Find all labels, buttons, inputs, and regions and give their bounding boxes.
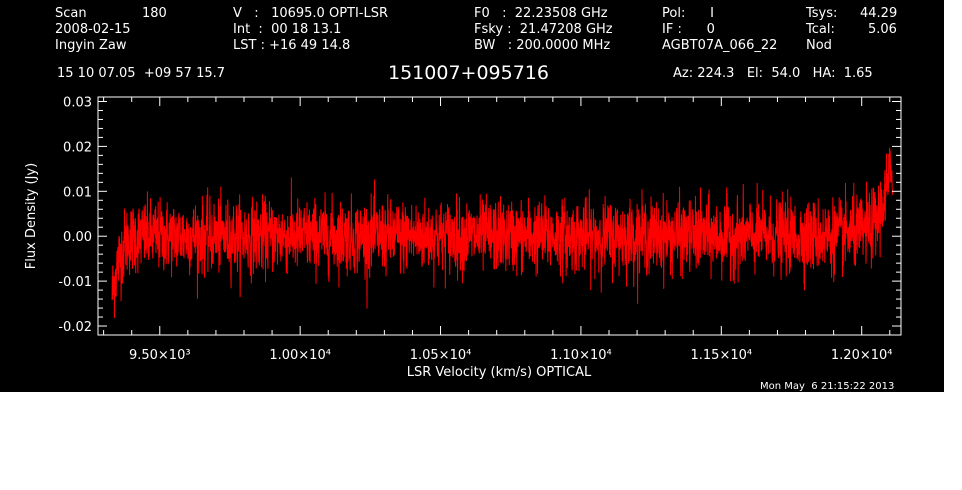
y-tick-label: 0.03 xyxy=(63,95,92,110)
x-tick-label: 1.00×10⁴ xyxy=(269,348,331,363)
scan-label: Scan xyxy=(55,6,87,21)
y-tick-label: 0.00 xyxy=(63,230,92,245)
tick-layer: 9.50×10³ 1.00×10⁴ 1.05×10⁴ 1.10×10⁴ 1.15×10⁴… xyxy=(58,95,901,363)
source-name: 151007+095716 xyxy=(388,62,549,84)
x-tick-label: 1.05×10⁴ xyxy=(410,348,472,363)
tsys-label: Tsys: xyxy=(806,6,838,21)
tcal-label: Tcal: xyxy=(806,22,835,37)
bw-line: BW : 200.0000 MHz xyxy=(474,38,611,53)
spectrum-chart: 9.50×10³ 1.00×10⁴ 1.05×10⁴ 1.10×10⁴ 1.15×10⁴… xyxy=(24,95,902,380)
y-tick-label: -0.01 xyxy=(58,275,92,290)
tcal-value: 5.06 xyxy=(868,22,897,37)
y-tick-label: 0.01 xyxy=(63,185,92,200)
plot-panel: Scan 180 2008-02-15 Ingyin Zaw V : 10695… xyxy=(0,0,944,392)
x-tick-label: 1.10×10⁴ xyxy=(550,348,612,363)
trace-layer xyxy=(111,147,894,318)
date: 2008-02-15 xyxy=(55,22,131,37)
x-axis-label: LSR Velocity (km/s) OPTICAL xyxy=(407,365,592,380)
x-tick-label: 9.50×10³ xyxy=(129,348,191,363)
y-axis-label: Flux Density (Jy) xyxy=(24,163,39,269)
source-coordinates: 15 10 07.05 +09 57 15.7 xyxy=(57,66,226,81)
scan-value: 180 xyxy=(142,6,167,21)
velocity-line: V : 10695.0 OPTI-LSR xyxy=(233,6,389,21)
lst-line: LST : +16 49 14.8 xyxy=(233,38,351,53)
int-line: Int : 00 18 13.1 xyxy=(233,22,342,37)
if-line: IF : 0 xyxy=(662,22,715,37)
az-el-ha: Az: 224.3 El: 54.0 HA: 1.65 xyxy=(673,66,873,81)
footer-timestamp: Mon May 6 21:15:22 2013 xyxy=(760,381,895,392)
pol-line: Pol: I xyxy=(662,6,714,21)
fsky-line: Fsky : 21.47208 GHz xyxy=(474,22,613,37)
y-tick-label: 0.02 xyxy=(63,140,92,155)
observer: Ingyin Zaw xyxy=(55,38,127,53)
project-id: AGBT07A_066_22 xyxy=(662,38,778,53)
x-tick-label: 1.15×10⁴ xyxy=(691,348,753,363)
f0-line: F0 : 22.23508 GHz xyxy=(474,6,608,21)
tsys-value: 44.29 xyxy=(860,6,898,21)
y-tick-label: -0.02 xyxy=(58,320,92,335)
spectrum-trace xyxy=(111,147,894,318)
plot-frame xyxy=(97,96,902,336)
nod-label: Nod xyxy=(806,38,832,53)
x-tick-label: 1.20×10⁴ xyxy=(831,348,893,363)
